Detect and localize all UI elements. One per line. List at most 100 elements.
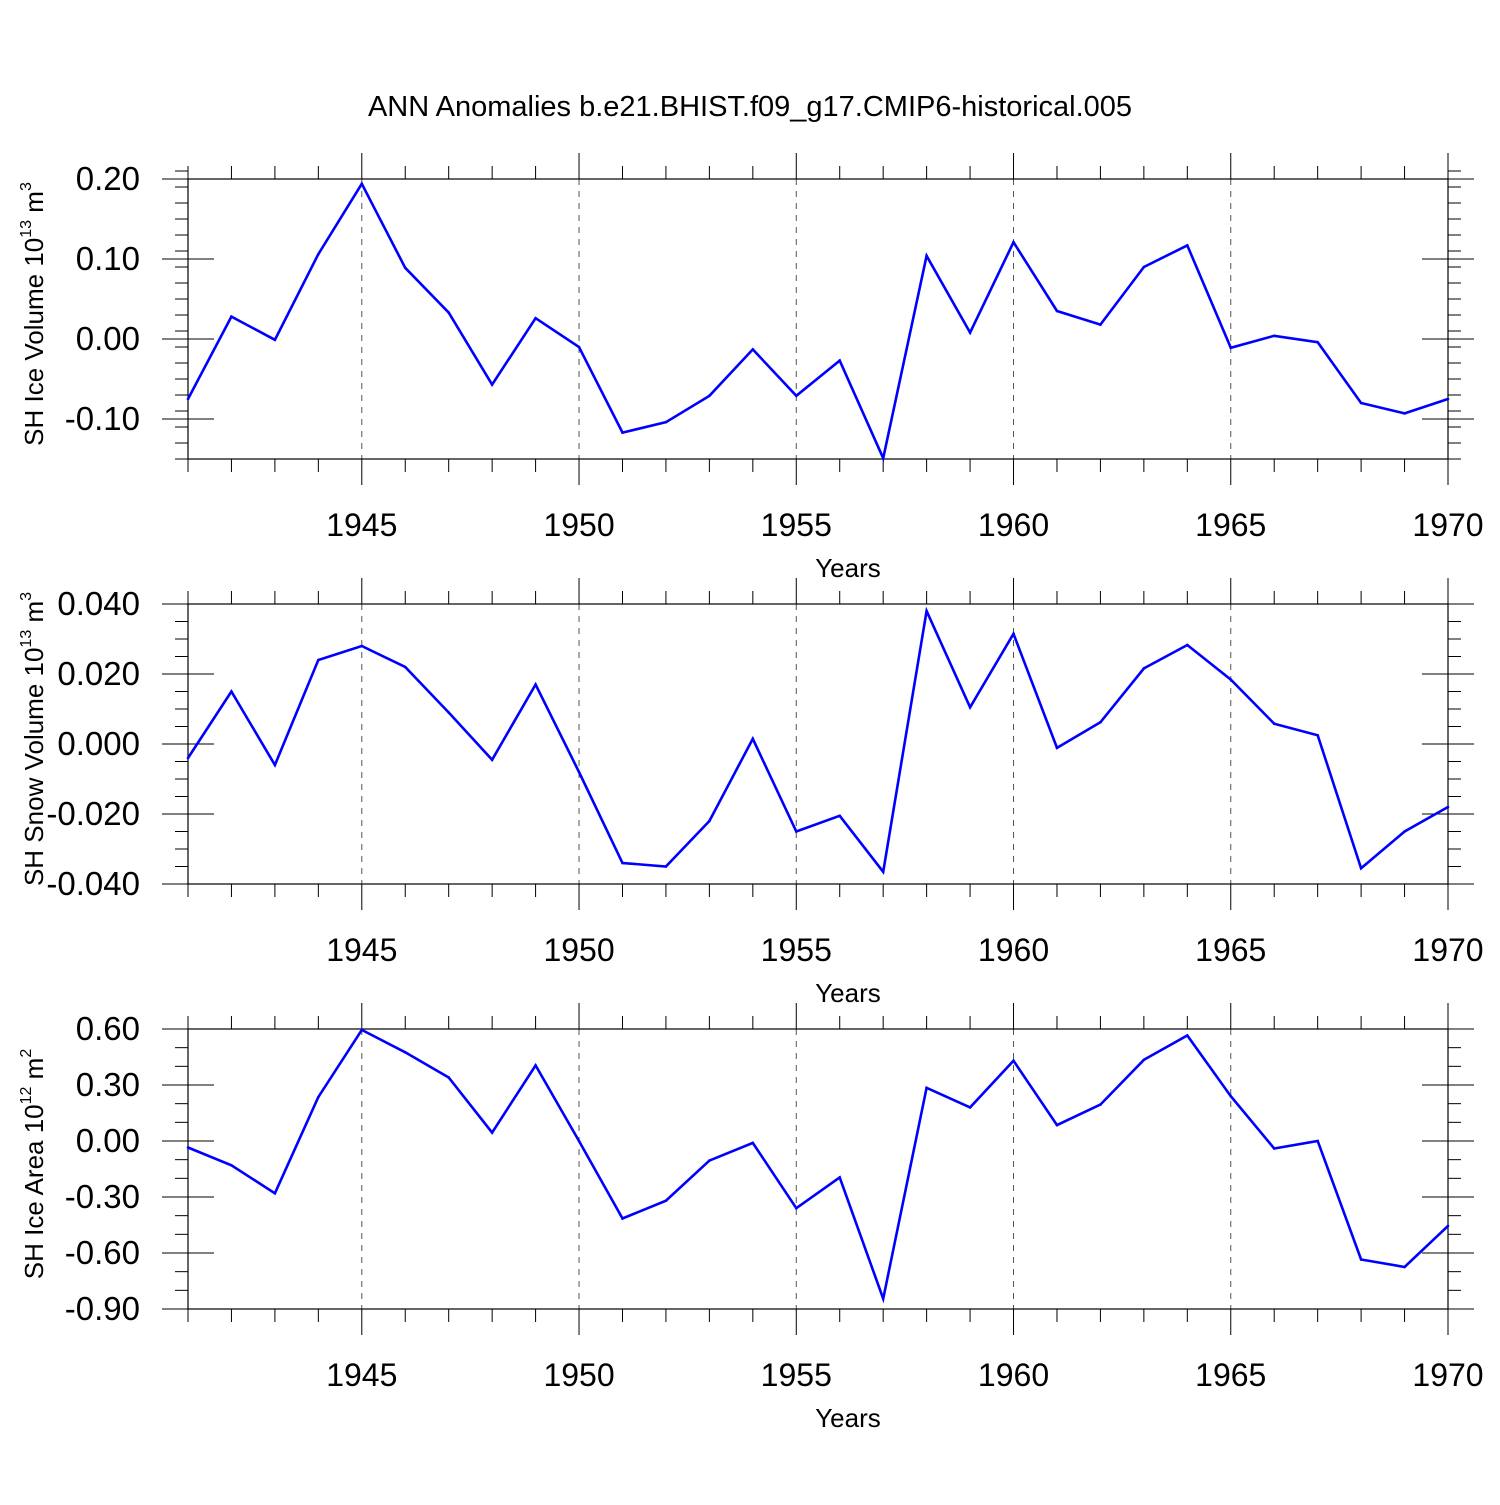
x-tick-label: 1945 [326,507,397,543]
data-point [621,431,624,434]
data-point [577,770,581,774]
x-tick-label: 1965 [1195,932,1266,968]
data-point [1012,632,1015,636]
y-tick-label: -0.10 [65,400,140,437]
data-point [1186,244,1189,247]
data-point [1186,1034,1189,1037]
data-point [751,1141,755,1145]
data-point [403,266,407,270]
data-point [360,644,364,648]
data-point [1403,1265,1406,1269]
data-point [1403,412,1406,415]
data-point [794,830,798,833]
data-point [1316,1139,1319,1143]
data-point [1446,805,1450,809]
data-point [1359,1258,1363,1261]
y-tick-label: -0.020 [46,795,140,832]
data-point [1012,1059,1015,1063]
panel-3: 0.60 0.30 0.00 -0.30 -0.60 -0.90 1945 1950 1955 1… [18,1003,1484,1433]
y-tick-label: -0.30 [65,1178,140,1215]
y-axis-title: SH Snow Volume 1013 m3 [18,592,49,886]
x-tick-label: 1955 [761,932,832,968]
data-point [1403,830,1406,833]
data-point [968,705,972,709]
data-point [968,331,972,334]
x-tick-label: 1950 [543,932,614,968]
data-point [1099,1103,1102,1106]
data-point [664,1199,668,1203]
data-point [403,1051,407,1054]
data-point [273,763,277,767]
panel-2: 0.040 0.020 0.000 -0.020 -0.040 1945 1950 1955 1… [18,578,1484,1008]
data-point [794,1206,798,1210]
panel-1: 0.20 0.10 0.00 -0.10 1945 1950 1955 1960 1965 197… [18,153,1484,583]
data-point [186,1146,190,1149]
data-point [838,359,842,362]
data-point [664,865,668,868]
data-point [534,1064,537,1067]
y-tick-label: 0.000 [57,725,140,762]
data-point [577,1139,581,1143]
x-tick-label: 1965 [1195,1357,1266,1393]
data-point [360,1028,364,1032]
data-point [490,383,494,386]
data-point [447,311,450,314]
x-axis-title: Years [815,553,881,583]
x-tick-label: 1970 [1412,1357,1483,1393]
data-point [1055,1123,1059,1127]
x-tick-label: 1960 [978,1357,1049,1393]
x-tick-label: 1950 [543,1357,614,1393]
data-point [794,394,798,398]
x-axis-title: Years [815,1403,881,1433]
data-point [360,182,364,186]
x-tick-label: 1970 [1412,507,1483,543]
data-point [447,1076,450,1079]
data-point [708,394,711,398]
data-point [1446,1224,1450,1228]
data-point [1186,643,1189,647]
data-point [1316,733,1319,737]
y-axis-title: SH Ice Volume 1013 m3 [18,182,49,446]
data-point [1099,721,1102,724]
data-point [1272,1147,1276,1150]
data-point [925,254,928,258]
data-point [881,1297,885,1301]
data-point [534,316,537,320]
data-point [1142,667,1146,670]
y-tick-label: 0.00 [76,1122,140,1159]
data-point [1142,1058,1146,1062]
data-point [621,861,624,865]
y-axis-title: SH Ice Area 1012 m2 [18,1049,49,1280]
data-point [881,456,885,460]
data-point [751,348,755,351]
data-point [403,665,407,669]
data-point [881,870,885,874]
data-point [1099,323,1102,326]
data-point [447,711,450,714]
data-point [1055,309,1059,313]
x-tick-label: 1970 [1412,932,1483,968]
data-point [317,658,320,662]
series-line [186,606,1449,875]
data-point [751,737,755,741]
data-point [1229,678,1233,681]
x-tick-label: 1945 [326,1357,397,1393]
y-tick-label: 0.60 [76,1010,140,1047]
data-point [1012,240,1015,244]
data-point [1446,397,1450,401]
data-point [968,1106,972,1109]
x-tick-label: 1965 [1195,507,1266,543]
data-point [490,1131,494,1134]
series-line [186,181,1449,463]
data-point [1229,346,1233,350]
data-point [230,1163,233,1167]
y-tick-label: -0.60 [65,1234,140,1271]
data-point [664,420,668,424]
data-point [1272,334,1276,338]
data-point [273,1191,277,1195]
data-point [708,1159,711,1162]
data-point [317,252,320,256]
series-line [187,1028,1449,1304]
